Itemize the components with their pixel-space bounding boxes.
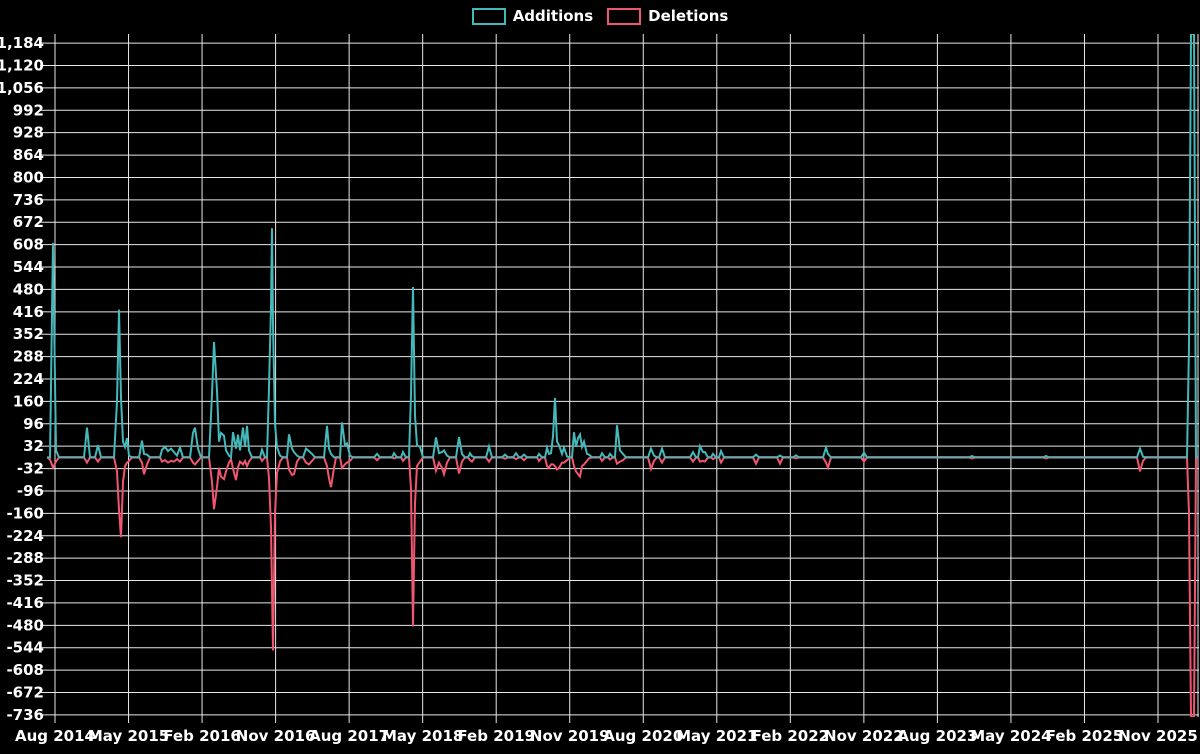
y-tick-label: -32 xyxy=(17,460,44,478)
x-tick-label: Feb 2025 xyxy=(1046,727,1124,745)
y-tick-label: 864 xyxy=(13,146,44,164)
legend-label-additions: Additions xyxy=(512,7,594,25)
x-tick-label: Feb 2016 xyxy=(163,727,241,745)
y-tick-label: 1,056 xyxy=(0,79,44,97)
additions-swatch xyxy=(471,8,506,25)
x-tick-label: May 2015 xyxy=(88,727,169,745)
x-tick-label: Feb 2019 xyxy=(457,727,535,745)
y-tick-label: 32 xyxy=(23,437,44,455)
additions-line xyxy=(47,34,1198,460)
y-tick-label: -224 xyxy=(6,527,44,545)
x-tick-label: Nov 2022 xyxy=(824,727,904,745)
y-tick-label: 288 xyxy=(13,348,44,366)
legend-label-deletions: Deletions xyxy=(648,7,729,25)
y-tick-label: -736 xyxy=(6,706,44,724)
y-tick-label: 1,184 xyxy=(0,34,44,52)
x-tick-label: Nov 2025 xyxy=(1118,727,1198,745)
legend-item-deletions[interactable]: Deletions xyxy=(607,8,728,25)
gridlines xyxy=(40,34,1199,723)
x-tick-label: May 2021 xyxy=(676,727,757,745)
y-tick-label: 96 xyxy=(23,415,44,433)
y-tick-label: 352 xyxy=(13,325,44,343)
y-tick-label: 672 xyxy=(13,213,44,231)
y-tick-label: 160 xyxy=(13,392,44,410)
y-tick-label: 224 xyxy=(13,370,44,388)
x-tick-label: Aug 2023 xyxy=(897,727,977,745)
y-tick-label: 1,120 xyxy=(0,56,44,74)
x-tick-label: May 2024 xyxy=(970,727,1051,745)
y-tick-label: -480 xyxy=(6,616,44,634)
x-tick-label: Aug 2020 xyxy=(603,727,683,745)
y-tick-label: -608 xyxy=(6,661,44,679)
chart-legend: Additions Deletions xyxy=(0,8,1200,25)
y-tick-label: -160 xyxy=(6,504,44,522)
y-tick-label: 480 xyxy=(13,280,44,298)
x-tick-label: Nov 2019 xyxy=(530,727,610,745)
y-tick-label: 608 xyxy=(13,236,44,254)
y-tick-label: -288 xyxy=(6,549,44,567)
y-axis-labels: 1,184 1,120 1,056 992 928 864 800 736 672 608 544 4… xyxy=(0,34,44,724)
x-tick-label: Feb 2022 xyxy=(752,727,830,745)
y-tick-label: 736 xyxy=(13,191,44,209)
x-tick-label: Nov 2016 xyxy=(236,727,316,745)
y-tick-label: 800 xyxy=(13,168,44,186)
x-tick-label: May 2018 xyxy=(382,727,463,745)
series-lines xyxy=(47,34,1198,717)
y-tick-label: 992 xyxy=(13,101,44,119)
x-tick-label: Aug 2017 xyxy=(309,727,389,745)
y-tick-label: -352 xyxy=(6,572,44,590)
y-tick-label: -672 xyxy=(6,684,44,702)
x-tick-label: Aug 2014 xyxy=(15,727,95,745)
y-tick-label: 928 xyxy=(13,124,44,142)
deletions-line xyxy=(47,456,1198,717)
y-tick-label: 544 xyxy=(13,258,44,276)
legend-item-additions[interactable]: Additions xyxy=(471,7,594,25)
y-tick-label: 416 xyxy=(13,303,44,321)
y-tick-label: -416 xyxy=(6,594,44,612)
y-tick-label: -96 xyxy=(17,482,44,500)
y-tick-label: -544 xyxy=(6,639,44,657)
deletions-swatch xyxy=(607,8,642,25)
